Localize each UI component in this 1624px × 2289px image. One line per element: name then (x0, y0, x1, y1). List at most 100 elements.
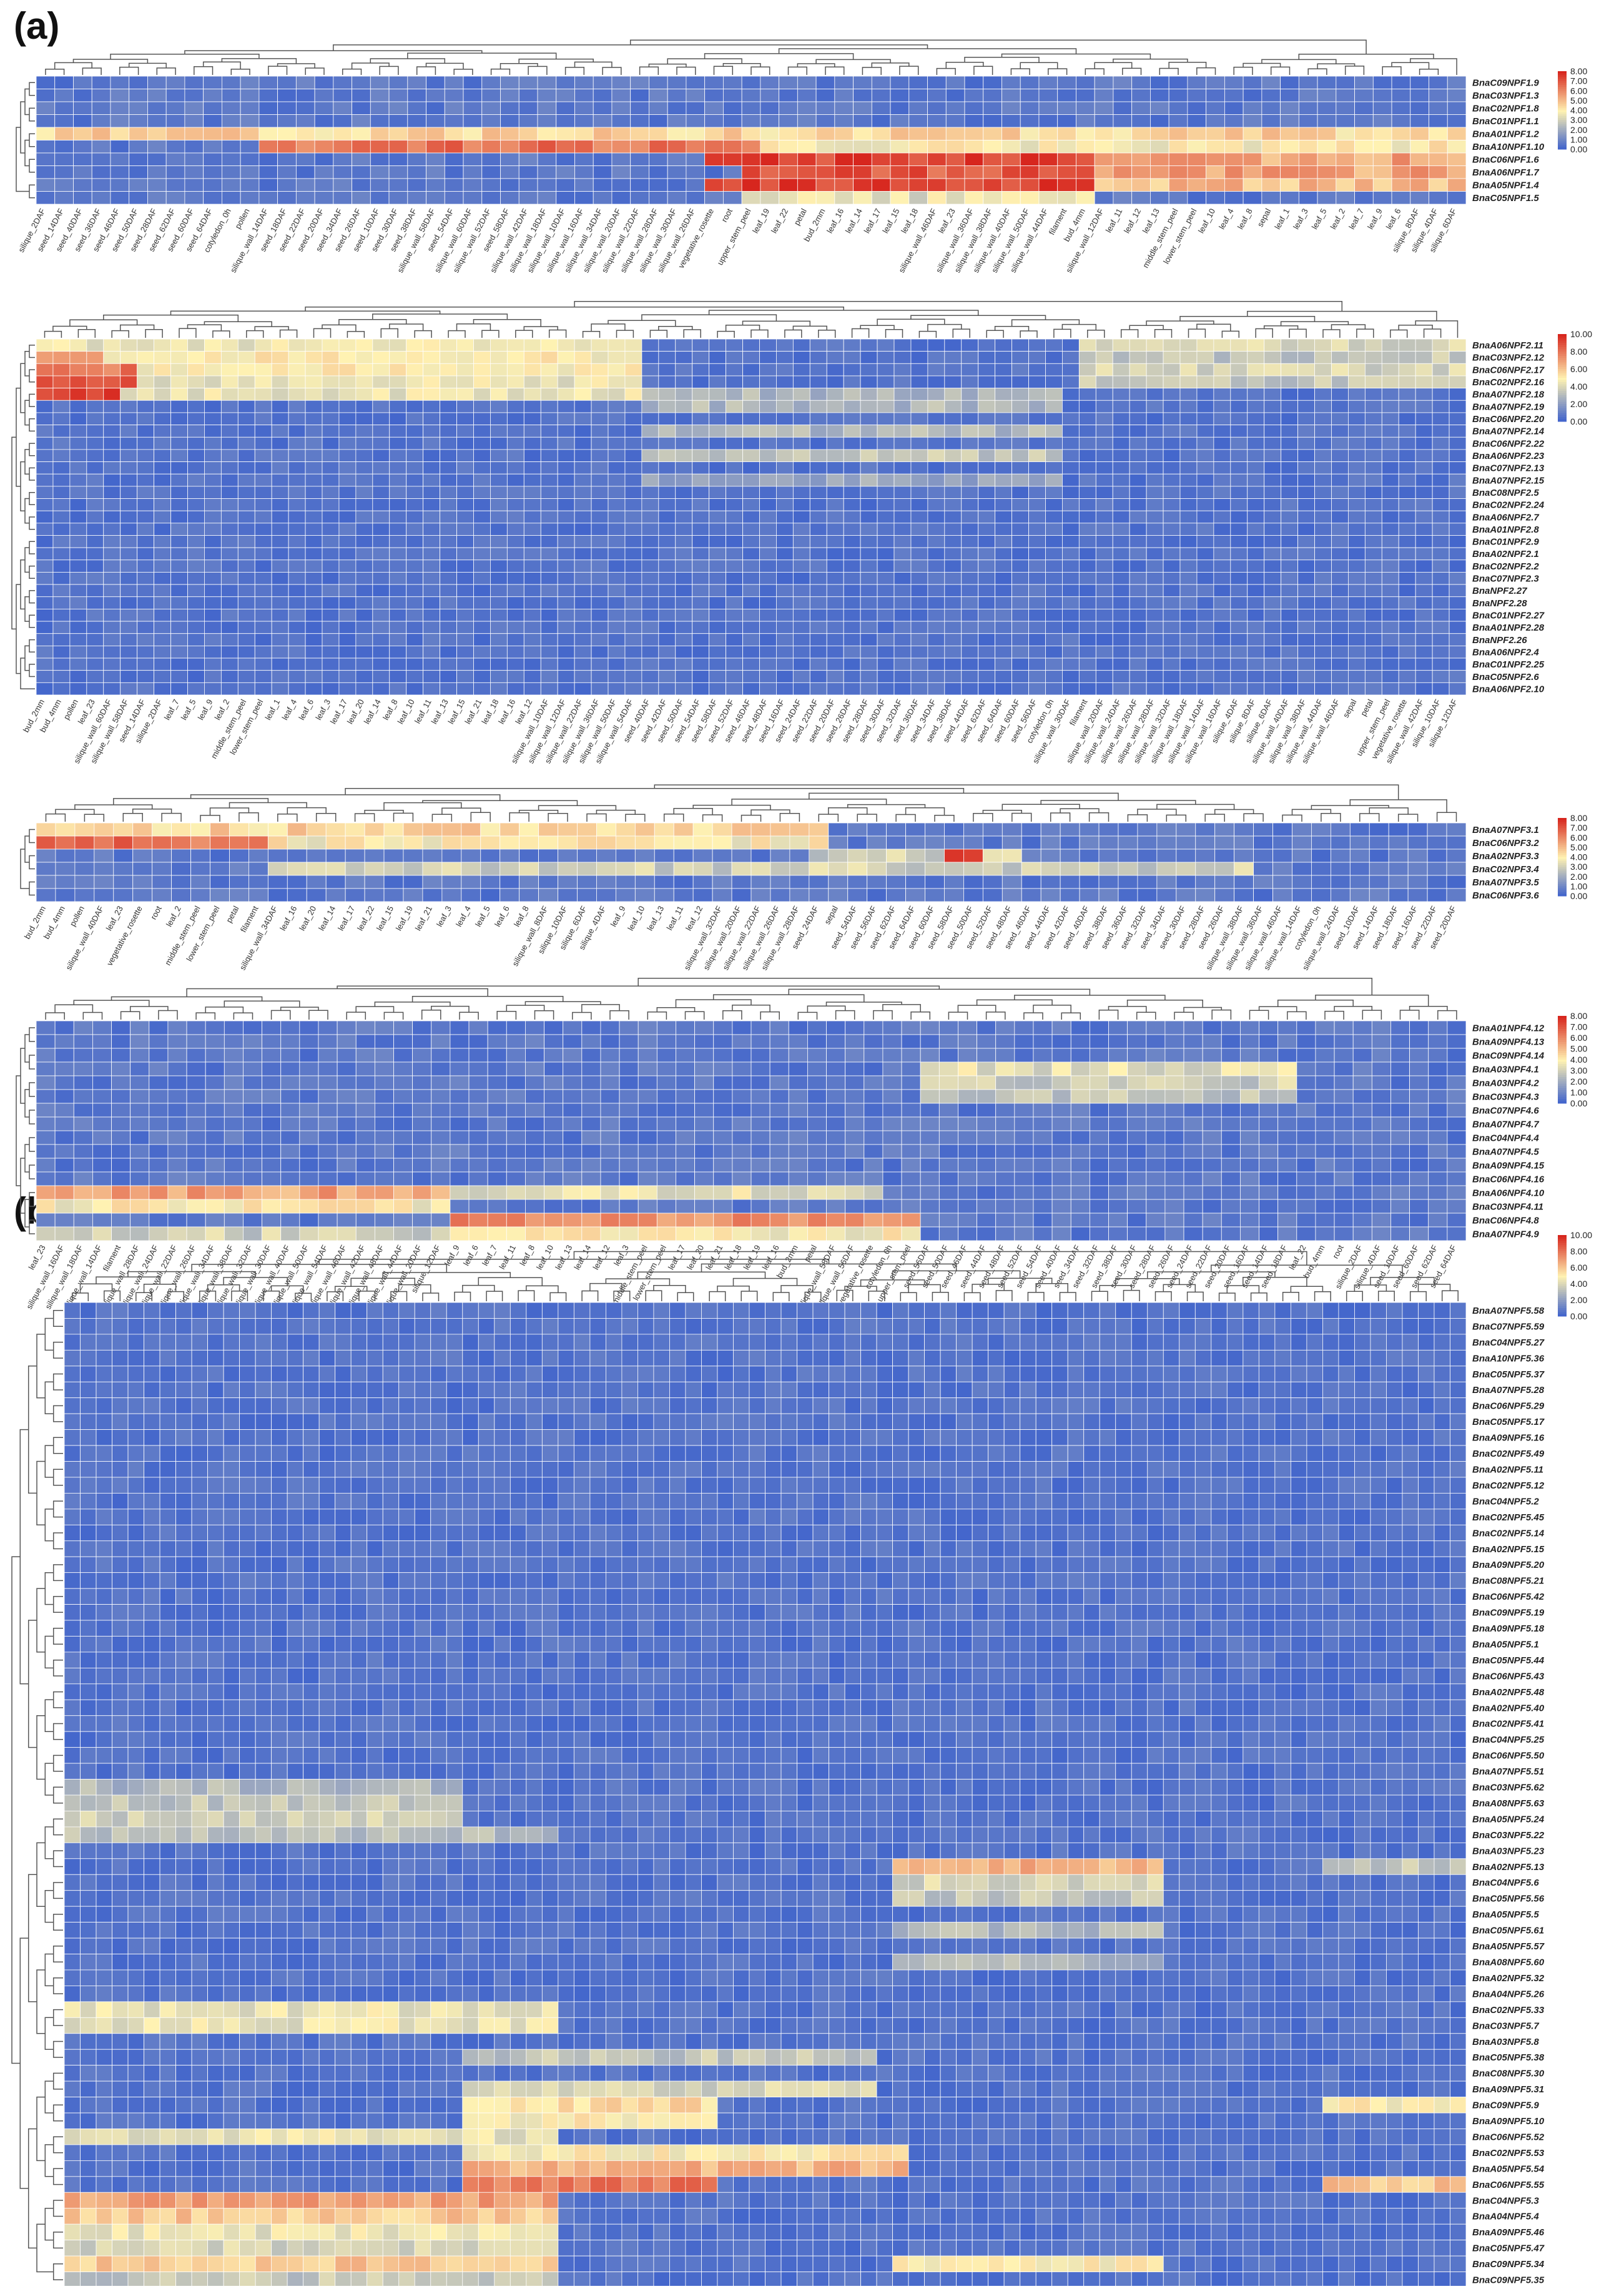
heatmap-cell (318, 1130, 338, 1145)
heatmap-cell (977, 1048, 997, 1063)
heatmap-cell (704, 76, 724, 89)
heatmap-cell (792, 547, 810, 561)
heatmap-cell (843, 535, 861, 548)
heatmap-cell (364, 875, 385, 889)
heatmap-cell (692, 486, 710, 499)
heatmap-cell (995, 1144, 1015, 1159)
heatmap-cell (388, 165, 408, 179)
heatmap-cell (649, 178, 668, 192)
heatmap-cell (1331, 461, 1349, 475)
heatmap-cell (834, 127, 854, 140)
heatmap-cell (1314, 363, 1332, 377)
heatmap-cell (388, 89, 408, 102)
heatmap-cell (54, 1103, 74, 1118)
heatmap-cell (1202, 1075, 1222, 1090)
heatmap-cell (1078, 461, 1096, 475)
heatmap-cell (352, 191, 371, 205)
heatmap-cell (944, 822, 964, 837)
heatmap-cell (826, 1048, 846, 1063)
heatmap-cell (1334, 1103, 1354, 1118)
heatmap-cell (389, 388, 407, 401)
heatmap-cell (271, 559, 289, 573)
heatmap-cell (776, 436, 794, 450)
heatmap-cell (1264, 498, 1282, 511)
heatmap-cell (523, 596, 541, 609)
heatmap-cell (220, 510, 239, 524)
heatmap-cell (1021, 835, 1041, 850)
heatmap-cell (1202, 1144, 1222, 1159)
heatmap-cell (608, 498, 626, 511)
heatmap-cell (608, 682, 626, 696)
heatmap-cell (1164, 1130, 1184, 1145)
heatmap-cell (995, 486, 1012, 499)
heatmap-cell (519, 822, 539, 837)
heatmap-cell (581, 1020, 601, 1035)
heatmap-cell (220, 535, 239, 548)
heatmap-cell (1206, 89, 1225, 102)
heatmap-cell (147, 191, 167, 205)
heatmap-cell (1364, 621, 1382, 634)
heatmap-cell (809, 584, 827, 598)
heatmap-cell (1014, 1034, 1034, 1049)
heatmap-cell (1150, 178, 1169, 192)
heatmap-cell (1428, 1034, 1448, 1049)
heatmap-cell (845, 1034, 865, 1049)
heatmap-cell (1146, 425, 1164, 438)
heatmap-cell (692, 351, 710, 364)
legend-swatch (1558, 839, 1567, 842)
heatmap-cell (927, 486, 945, 499)
heatmap-cell (871, 76, 891, 89)
heatmap-cell (74, 849, 95, 863)
heatmap-cell (132, 849, 153, 863)
heatmap-cell (1098, 888, 1119, 902)
legend-swatch (1558, 825, 1567, 829)
heatmap-cell (1449, 510, 1467, 524)
heatmap-cell (557, 486, 575, 499)
heatmap-cell (170, 388, 188, 401)
heatmap-cell (187, 547, 205, 561)
heatmap-cell (205, 1130, 225, 1145)
heatmap-cell (910, 670, 928, 683)
heatmap-cell (393, 1116, 413, 1131)
heatmap-cell (1447, 1075, 1467, 1090)
heatmap-cell (1118, 822, 1138, 837)
heatmap-cell (630, 140, 649, 154)
heatmap-cell (742, 375, 760, 389)
heatmap-cell (944, 473, 962, 487)
heatmap-cell (1331, 400, 1349, 413)
heatmap-cell (444, 114, 464, 128)
heatmap-cell (187, 449, 205, 462)
heatmap-cell (389, 510, 407, 524)
heatmap-cell (1330, 849, 1351, 863)
heatmap-cell (170, 584, 188, 598)
heatmap-cell (1179, 645, 1198, 659)
legend-swatch (1558, 388, 1567, 391)
row-label: BnaA10NPF1.10 (1472, 142, 1545, 152)
heatmap-cell (1179, 621, 1198, 634)
heatmap-cell (36, 1158, 56, 1173)
heatmap-cell (1372, 127, 1392, 140)
heatmap-cell (1070, 1034, 1090, 1049)
heatmap-cell (770, 835, 790, 850)
heatmap-cell (186, 1075, 206, 1090)
heatmap-cell (204, 461, 222, 475)
heatmap-cell (137, 596, 154, 609)
heatmap-cell (130, 1144, 150, 1159)
heatmap-cell (187, 535, 205, 548)
heatmap-cell (372, 621, 390, 634)
heatmap-cell (807, 1034, 827, 1049)
heatmap-cell (1297, 425, 1315, 438)
heatmap-cell (826, 596, 844, 609)
heatmap-cell (204, 510, 222, 524)
heatmap-cell (456, 436, 474, 450)
heatmap-cell (709, 351, 726, 364)
heatmap-cell (473, 633, 491, 646)
heatmap-cell (675, 436, 693, 450)
heatmap-cell (456, 363, 474, 377)
heatmap-cell (490, 682, 508, 696)
heatmap-cell (577, 822, 597, 837)
heatmap-cell (792, 609, 810, 622)
heatmap-cell (834, 152, 854, 166)
heatmap-cell (295, 152, 315, 166)
heatmap-cell (130, 1103, 150, 1118)
